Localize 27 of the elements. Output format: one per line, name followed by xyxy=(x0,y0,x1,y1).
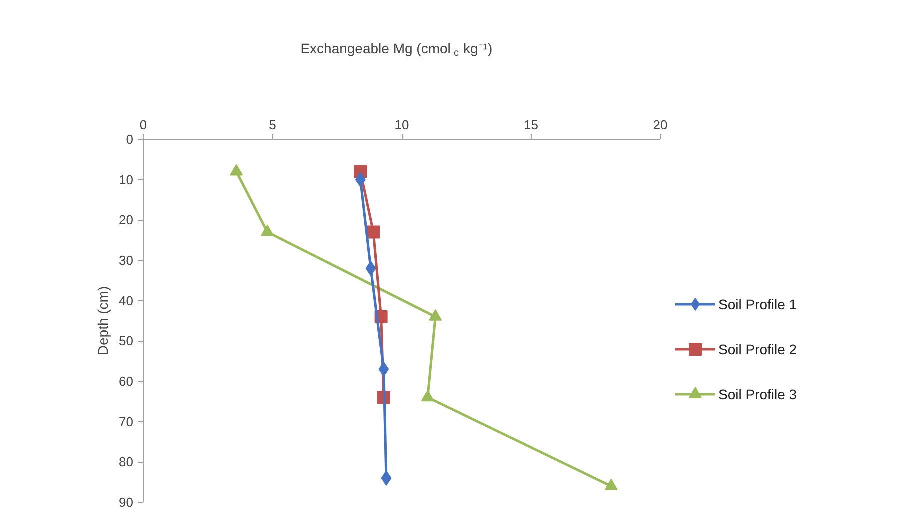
y-tick-label: 30 xyxy=(119,253,134,268)
y-tick-label: 20 xyxy=(119,212,134,228)
point xyxy=(604,478,618,490)
y-axis-title: Depth (cm) xyxy=(95,286,112,356)
point xyxy=(367,226,380,239)
x-tick-label: 20 xyxy=(653,118,668,132)
x-tick-label: 5 xyxy=(269,118,276,132)
legend-label: Soil Profile 2 xyxy=(718,342,798,358)
y-tick-label: 10 xyxy=(119,172,134,188)
y-tick-label: 80 xyxy=(119,454,134,470)
legend-label: Soil Profile 1 xyxy=(718,296,798,312)
y-tick-label: 0 xyxy=(126,132,134,147)
x-tick-label: 10 xyxy=(394,118,410,132)
y-tick-label: 60 xyxy=(119,374,134,389)
point xyxy=(366,261,376,276)
legend-label: Soil Profile 3 xyxy=(718,386,798,402)
point xyxy=(429,310,442,321)
y-tick-label: 50 xyxy=(119,334,134,349)
x-tick-label: 15 xyxy=(524,118,538,132)
x-tick-label: 0 xyxy=(140,118,148,132)
y-tick-label: 40 xyxy=(119,293,134,308)
y-tick-label: 90 xyxy=(119,495,134,510)
point xyxy=(421,390,434,402)
point xyxy=(381,470,392,486)
y-tick-label: 70 xyxy=(119,414,134,430)
point xyxy=(378,362,390,377)
point xyxy=(355,172,366,188)
